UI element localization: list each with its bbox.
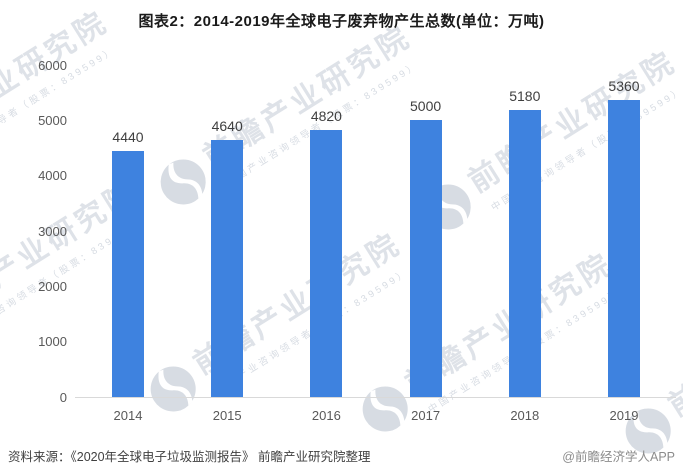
bar [608,100,640,397]
x-axis-label: 2018 [510,408,540,423]
chart-title: 图表2：2014-2019年全球电子废弃物产生总数(单位：万吨) [138,13,545,30]
x-axis-label: 2017 [411,408,441,423]
x-axis-line [75,397,676,398]
bar-value-label: 4820 [310,108,342,125]
y-axis-label: 3000 [38,223,67,239]
bar-value-label: 5360 [608,78,640,95]
y-axis-label: 1000 [38,334,67,350]
credit-note: @前瞻经济学人APP [562,450,675,464]
qianzhan-logo-icon [625,408,671,454]
bar [112,151,144,397]
bar [508,110,541,397]
x-axis-label: 2015 [212,408,242,423]
y-axis-label: 6000 [38,57,67,73]
watermark-unit: 前瞻产业研究院中国产业咨询领导者（股票：839599） [147,12,428,220]
bar [211,140,244,397]
bar-value-label: 5000 [410,98,442,115]
x-axis-label: 2016 [311,408,341,423]
bar-value-label: 4440 [112,129,144,146]
y-axis-label: 4000 [38,168,67,184]
qianzhan-logo-icon [160,159,206,205]
bar-value-label: 4640 [211,118,243,135]
y-axis-label: 0 [59,389,67,405]
y-axis-label: 5000 [38,112,67,128]
footer: 资料来源：《2020年全球电子垃圾监测报告》 前瞻产业研究院整理 @前瞻经济学人… [8,446,675,465]
source-note: 资料来源：《2020年全球电子垃圾监测报告》 前瞻产业研究院整理 [8,450,371,464]
y-axis-label: 2000 [38,278,67,294]
qianzhan-logo-icon [150,366,196,412]
x-axis-label: 2019 [609,408,639,423]
x-axis-label: 2014 [113,408,143,423]
bar [310,130,343,397]
bar [409,120,442,397]
bar-value-label: 5180 [509,88,541,105]
